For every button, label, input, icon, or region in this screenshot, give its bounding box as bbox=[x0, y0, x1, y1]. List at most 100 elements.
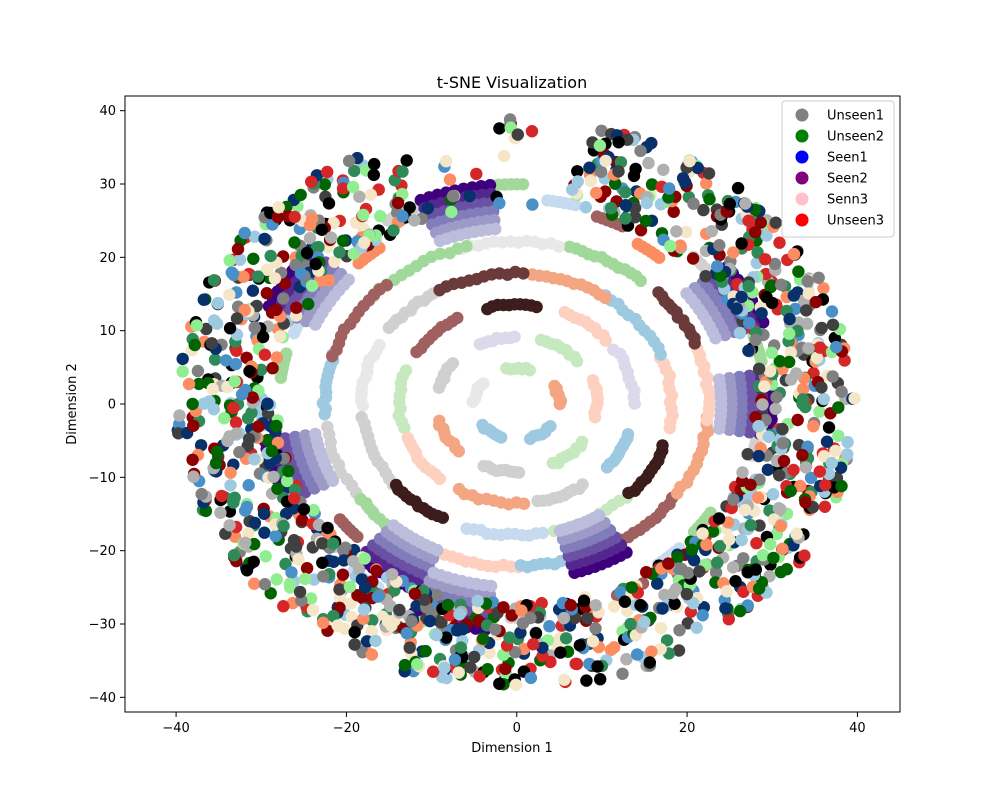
data-point-inner bbox=[586, 374, 600, 387]
data-point-outer bbox=[817, 392, 830, 406]
data-point-outer bbox=[241, 412, 255, 425]
data-point-outer bbox=[554, 646, 567, 659]
data-point-outer bbox=[711, 556, 724, 569]
data-point-outer bbox=[230, 312, 244, 325]
data-point-outer bbox=[591, 660, 604, 673]
data-point-outer bbox=[468, 650, 481, 664]
data-point-outer bbox=[228, 375, 241, 388]
data-point-outer bbox=[595, 124, 608, 137]
data-point-outer bbox=[386, 568, 399, 581]
data-point-outer bbox=[737, 585, 750, 598]
data-point-outer bbox=[634, 144, 647, 158]
data-point-outer bbox=[310, 241, 324, 254]
data-point-outer bbox=[248, 516, 262, 530]
data-point-outer bbox=[815, 321, 828, 335]
data-point-outer bbox=[620, 653, 633, 666]
data-point-outer bbox=[737, 552, 750, 565]
data-point-outer bbox=[577, 594, 591, 607]
data-point-outer bbox=[815, 381, 828, 394]
data-point-outer bbox=[305, 212, 319, 225]
data-point-outer bbox=[783, 355, 796, 369]
data-point-outer bbox=[643, 656, 656, 669]
data-point-outer bbox=[327, 609, 340, 623]
y-tick-label: 10 bbox=[99, 324, 116, 339]
data-point-outer bbox=[589, 599, 602, 612]
data-point-inner bbox=[443, 247, 456, 260]
data-point-outer bbox=[741, 448, 754, 461]
y-tick-label: −20 bbox=[89, 544, 116, 559]
data-point-outer bbox=[307, 573, 321, 586]
data-point-outer bbox=[693, 565, 706, 578]
data-point-outer bbox=[367, 168, 380, 182]
data-point-outer bbox=[273, 330, 287, 343]
data-point-outer bbox=[243, 365, 256, 378]
data-point-outer bbox=[758, 380, 771, 393]
data-point-outer bbox=[762, 430, 775, 444]
data-point-inner bbox=[433, 472, 446, 485]
data-point-outer bbox=[672, 644, 686, 657]
data-point-outer bbox=[358, 581, 372, 594]
data-point-outer bbox=[822, 421, 836, 434]
data-point-inner bbox=[433, 283, 446, 297]
x-tick-label: 20 bbox=[679, 721, 696, 736]
data-point-outer bbox=[825, 456, 838, 470]
data-point-inner bbox=[575, 435, 589, 448]
data-point-outer bbox=[754, 216, 767, 229]
data-point-outer bbox=[364, 188, 377, 201]
data-point-outer bbox=[787, 289, 800, 302]
data-point-inner bbox=[436, 511, 449, 524]
data-point-outer bbox=[258, 348, 272, 361]
data-point-inner bbox=[563, 240, 576, 253]
legend-label: Unseen2 bbox=[827, 130, 884, 145]
data-point-outer bbox=[769, 402, 782, 415]
y-tick-label: 30 bbox=[99, 178, 116, 193]
data-point-outer bbox=[403, 641, 416, 654]
data-point-outer bbox=[642, 156, 655, 170]
data-point-mid bbox=[274, 371, 288, 384]
data-point-outer bbox=[408, 214, 421, 227]
data-point-outer bbox=[481, 663, 494, 676]
data-point-outer bbox=[277, 600, 290, 613]
data-point-purple bbox=[326, 474, 339, 487]
data-point-outer bbox=[558, 673, 571, 686]
data-point-outer bbox=[238, 226, 251, 240]
data-point-outer bbox=[813, 465, 826, 478]
data-point-outer bbox=[735, 237, 748, 250]
data-point-outer bbox=[733, 326, 747, 340]
data-point-outer bbox=[277, 292, 290, 305]
data-point-outer bbox=[306, 603, 320, 617]
data-point-outer bbox=[240, 500, 254, 514]
data-point-inner bbox=[495, 431, 508, 444]
data-point-outer bbox=[801, 275, 814, 288]
data-point-outer bbox=[365, 625, 378, 638]
data-point-outer bbox=[764, 538, 777, 551]
data-point-purple bbox=[431, 543, 444, 557]
data-point-outer bbox=[662, 191, 675, 204]
data-point-outer bbox=[594, 165, 608, 178]
data-point-outer bbox=[826, 318, 840, 331]
data-point-outer bbox=[261, 433, 274, 447]
data-point-outer bbox=[810, 351, 824, 364]
data-point-outer bbox=[344, 597, 357, 610]
data-point-outer bbox=[277, 519, 290, 533]
data-point-outer bbox=[357, 603, 371, 616]
data-point-outer bbox=[683, 154, 696, 168]
data-point-outer bbox=[712, 512, 726, 525]
data-point-outer bbox=[476, 632, 490, 645]
data-point-outer bbox=[230, 344, 243, 357]
data-point-outer bbox=[497, 149, 511, 163]
data-point-outer bbox=[200, 322, 213, 336]
data-point-outer bbox=[348, 164, 361, 178]
data-point-outer bbox=[687, 197, 700, 210]
data-point-outer bbox=[256, 330, 270, 344]
data-point-outer bbox=[543, 620, 556, 633]
data-point-outer bbox=[270, 573, 283, 586]
data-point-outer bbox=[608, 641, 621, 654]
data-point-outer bbox=[257, 507, 271, 520]
data-point-outer bbox=[374, 209, 387, 223]
legend-marker bbox=[795, 150, 809, 164]
data-point-outer bbox=[727, 246, 740, 259]
data-point-outer bbox=[640, 196, 653, 210]
data-point-outer bbox=[671, 551, 684, 564]
data-point-mid bbox=[287, 327, 301, 340]
